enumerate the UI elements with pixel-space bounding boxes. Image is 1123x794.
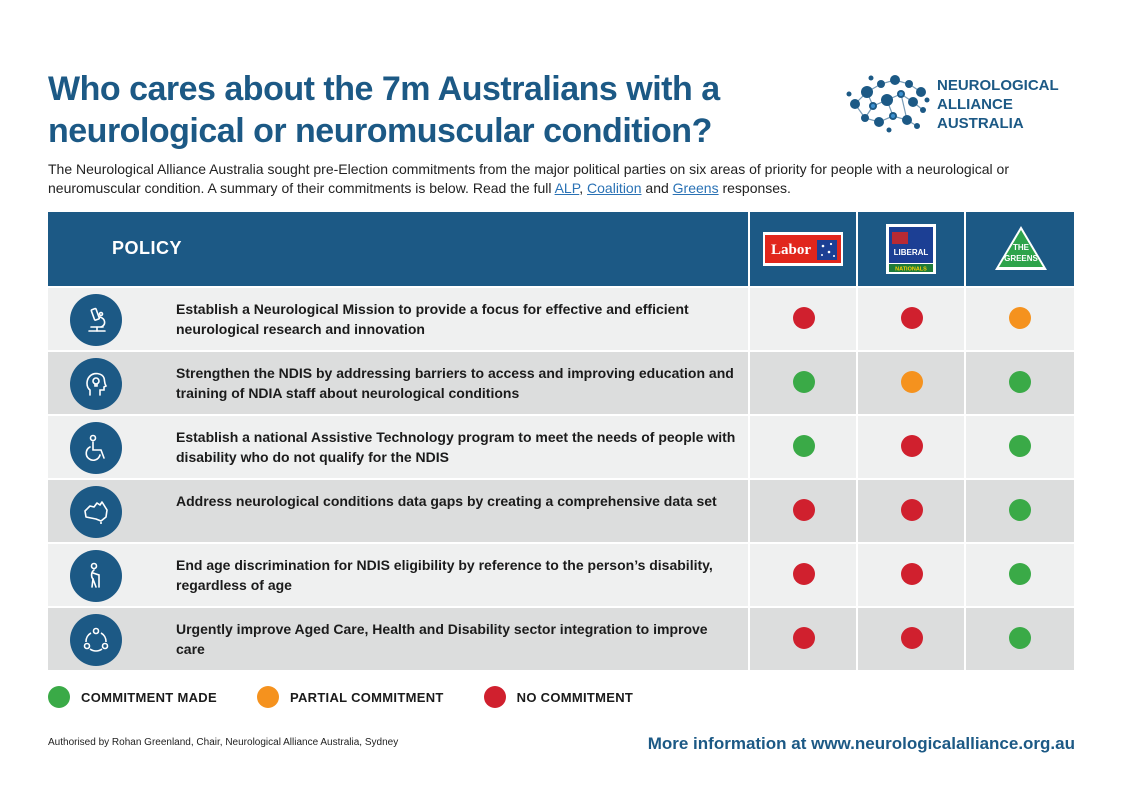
policy-row: Urgently improve Aged Care, Health and D… [48,606,1074,670]
labor-status-dot [793,499,815,521]
column-divider [748,608,750,670]
policy-text: End age discrimination for NDIS eligibil… [176,557,713,593]
authorisation-statement: Authorised by Rohan Greenland, Chair, Ne… [48,737,399,748]
intro-tail: responses. [718,180,791,196]
column-divider [964,608,966,670]
intro-text: The Neurological Alliance Australia soug… [48,161,1010,196]
head-lightbulb-icon [70,358,122,410]
labor-status-dot [793,627,815,649]
column-divider [964,480,966,542]
policy-text: Urgently improve Aged Care, Health and D… [176,621,708,657]
column-divider [748,288,750,350]
legend-none-dot [483,686,506,708]
legend-made-dot [48,686,70,708]
column-divider [748,480,750,542]
intro-separator-2: and [641,180,673,196]
labor-status-dot [793,307,815,329]
logo-line-1: NEUROLOGICAL [937,77,1059,94]
policy-text: Strengthen the NDIS by addressing barrie… [176,365,734,401]
policy-column-header: POLICY [112,238,183,258]
policy-row: Address neurological conditions data gap… [48,478,1074,542]
integration-cycle-icon [70,614,122,666]
labor-status-dot [793,563,815,585]
column-divider [856,416,858,478]
policy-row: End age discrimination for NDIS eligibil… [48,542,1074,606]
australia-map-icon [70,486,122,538]
legend-partial-dot [256,686,279,708]
greens-status-dot [1009,499,1031,521]
column-divider [964,416,966,478]
brain-network-logo-icon [846,75,930,133]
wheelchair-icon [70,422,122,474]
column-divider [748,544,750,606]
column-divider [964,544,966,606]
intro-separator-1: , [579,180,588,196]
column-divider [856,608,858,670]
column-divider [748,352,750,414]
policy-row: Establish a national Assistive Technolog… [48,414,1074,478]
legend-partial-label: PARTIAL COMMITMENT [289,689,444,705]
greens-status-dot [1009,563,1031,585]
greens-status-dot [1009,627,1031,649]
legend: COMMITMENT MADE PARTIAL COMMITMENT NO CO… [48,686,673,708]
column-divider [964,352,966,414]
coalition-status-dot [901,627,923,649]
logo-wordmark: NEUROLOGICAL ALLIANCE AUSTRALIA [937,76,1059,133]
policy-commitment-table: POLICY Labor LIBERAL NATIONALS [48,212,1074,670]
greens-status-dot [1009,371,1031,393]
microscope-icon [70,294,122,346]
greens-logo-line-1: THE [1013,243,1030,252]
coalition-logo-mark: LIBERAL NATIONALS [886,224,936,274]
greens-logo-mark: THE GREENS [995,226,1047,270]
labor-logo-mark: Labor [763,232,843,266]
column-divider [856,352,858,414]
policy-row: Establish a Neurological Mission to prov… [48,286,1074,350]
more-info-link[interactable]: More information at www.neurologicalalli… [647,734,1075,753]
neurological-alliance-logo: NEUROLOGICAL ALLIANCE AUSTRALIA [843,70,1073,136]
labor-logo-text: Labor [771,242,811,258]
coalition-status-dot [901,307,923,329]
logo-line-3: AUSTRALIA [937,115,1024,132]
policy-row: Strengthen the NDIS by addressing barrie… [48,350,1074,414]
greens-logo: THE GREENS [964,212,1076,286]
logo-line-2: ALLIANCE [937,96,1013,113]
legend-none-label: NO COMMITMENT [516,689,634,705]
coalition-status-dot [901,563,923,585]
column-divider [856,544,858,606]
coalition-status-dot [901,435,923,457]
legend-made-label: COMMITMENT MADE [81,689,217,705]
coalition-response-link[interactable]: Coalition [587,180,642,196]
column-divider [964,288,966,350]
greens-logo-line-2: GREENS [1004,254,1038,263]
column-divider [856,480,858,542]
greens-response-link[interactable]: Greens [672,180,719,196]
page-title: Who cares about the 7m Australians with … [48,70,720,150]
column-divider [856,288,858,350]
intro-paragraph: The Neurological Alliance Australia soug… [48,160,1078,198]
coalition-status-dot [901,371,923,393]
labor-logo: Labor [748,212,856,286]
greens-status-dot [1009,307,1031,329]
coalition-status-dot [901,499,923,521]
policy-text: Establish a national Assistive Technolog… [176,429,736,465]
labor-status-dot [793,435,815,457]
labor-status-dot [793,371,815,393]
policy-text: Establish a Neurological Mission to prov… [176,301,689,337]
liberal-logo-text: LIBERAL [894,248,929,257]
coalition-logo: LIBERAL NATIONALS [856,212,964,286]
policy-text: Address neurological conditions data gap… [176,493,717,509]
alp-response-link[interactable]: ALP [554,180,580,196]
elderly-person-icon [70,550,122,602]
nationals-logo-text: NATIONALS [895,267,927,273]
greens-status-dot [1009,435,1031,457]
column-divider [748,416,750,478]
table-header: POLICY Labor LIBERAL NATIONALS [48,212,1074,286]
